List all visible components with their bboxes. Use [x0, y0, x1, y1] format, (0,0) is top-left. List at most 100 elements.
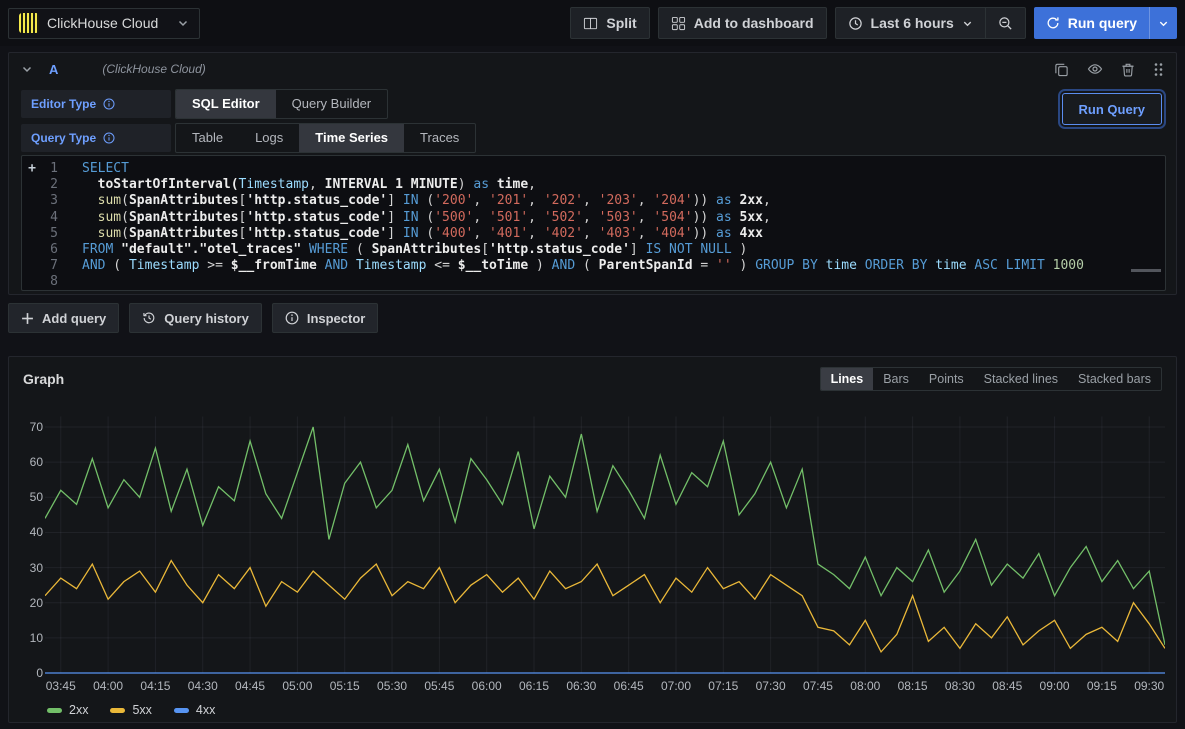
run-query-label: Run query	[1067, 15, 1137, 31]
split-button[interactable]: Split	[570, 7, 650, 39]
x-axis-label: 08:30	[944, 679, 975, 693]
run-query-dropdown[interactable]	[1149, 7, 1177, 39]
line-number: 5	[50, 225, 58, 241]
query-type-option-timeseries[interactable]: Time Series	[299, 124, 405, 152]
time-series-chart[interactable]: 0 10 20 30 40 50 60 70 03:45 04:00 04:15 04:30 04:45…	[17, 397, 1168, 717]
duplicate-query-icon[interactable]	[1054, 62, 1069, 77]
info-circle-icon[interactable]	[103, 132, 115, 144]
graph-mode-stacked-bars[interactable]: Stacked bars	[1078, 372, 1151, 386]
graph-mode-bars[interactable]: Bars	[883, 372, 909, 386]
x-axis-label: 03:45	[45, 679, 76, 693]
x-axis-label: 07:15	[708, 679, 739, 693]
x-axis-label: 07:00	[660, 679, 691, 693]
editor-type-option-sql[interactable]: SQL Editor	[176, 90, 276, 118]
datasource-picker[interactable]: ClickHouse Cloud	[8, 7, 200, 39]
legend: 2xx 5xx 4xx	[47, 703, 215, 717]
y-axis-label: 70	[29, 420, 43, 435]
x-axis-label: 09:15	[1086, 679, 1117, 693]
line-number: 4	[50, 209, 58, 225]
graph-mode-stacked-lines[interactable]: Stacked lines	[983, 372, 1059, 386]
editor-type-option-builder[interactable]: Query Builder	[291, 96, 372, 111]
graph-panel-title: Graph	[23, 371, 65, 387]
y-axis-label: 30	[29, 560, 43, 575]
sql-code-line: 4 sum(SpanAttributes['http.status_code']…	[22, 210, 1165, 226]
run-query-inline-button[interactable]: Run Query	[1061, 93, 1162, 125]
add-query-button[interactable]: Add query	[8, 303, 120, 333]
zoom-out-button[interactable]	[984, 8, 1025, 38]
line-number: 3	[50, 193, 58, 209]
legend-swatch	[47, 707, 62, 713]
graph-mode-lines[interactable]: Lines	[820, 368, 874, 390]
explore-toolbar: ClickHouse Cloud Split Add to dashboard …	[0, 0, 1185, 46]
query-history-button[interactable]: Query history	[129, 303, 262, 333]
gutter	[22, 242, 42, 258]
legend-label: 2xx	[69, 703, 89, 717]
time-picker-group: Last 6 hours	[834, 7, 1026, 39]
line-number: 6	[50, 241, 58, 257]
graph-style-switcher: Lines Bars Points Stacked lines Stacked …	[819, 367, 1162, 391]
x-axis-label: 05:15	[329, 679, 360, 693]
y-axis-label: 10	[29, 630, 43, 645]
add-to-dashboard-label: Add to dashboard	[693, 15, 814, 31]
sql-code-line: 7 AND ( Timestamp >= $__fromTime AND Time…	[22, 258, 1165, 274]
x-axis-label: 04:00	[93, 679, 124, 693]
graph-panel: Graph Lines Bars Points Stacked lines St…	[8, 356, 1177, 723]
query-type-option-logs[interactable]: Logs	[255, 130, 284, 145]
editor-type-switcher: SQL Editor Query Builder	[175, 89, 389, 119]
gutter	[22, 177, 42, 193]
series-line-2xx	[45, 426, 1165, 646]
add-to-dashboard-button[interactable]: Add to dashboard	[657, 7, 827, 39]
editor-type-label: Editor Type	[21, 90, 171, 118]
query-type-label: Query Type	[21, 124, 171, 152]
graph-mode-points[interactable]: Points	[928, 372, 964, 386]
x-axis-label: 06:45	[613, 679, 644, 693]
series-line-5xx	[45, 559, 1165, 654]
x-axis-label: 06:00	[471, 679, 502, 693]
sql-code-editor[interactable]: +1 SELECT 2 toStartOfInterval(Timestamp, I…	[21, 155, 1166, 291]
line-number: 1	[50, 161, 58, 176]
y-axis-label: 40	[29, 525, 43, 540]
x-axis-label: 07:30	[755, 679, 786, 693]
x-axis-label: 08:00	[850, 679, 881, 693]
split-label: Split	[606, 15, 637, 31]
sql-code-line: 2 toStartOfInterval(Timestamp, INTERVAL …	[22, 177, 1165, 193]
gutter	[22, 258, 42, 274]
split-icon	[583, 16, 598, 31]
y-axis-label: 50	[29, 490, 43, 505]
info-circle-icon	[285, 311, 299, 325]
gutter	[22, 210, 42, 226]
collapse-chevron-icon[interactable]	[21, 63, 33, 75]
delete-query-trash-icon[interactable]	[1121, 62, 1135, 77]
info-circle-icon[interactable]	[103, 98, 115, 110]
chevron-down-icon	[177, 17, 189, 29]
inspector-button[interactable]: Inspector	[271, 303, 379, 333]
query-datasource-hint: (ClickHouse Cloud)	[102, 62, 206, 76]
x-axis-label: 05:30	[377, 679, 408, 693]
time-range-button[interactable]: Last 6 hours	[836, 8, 985, 38]
legend-item-2xx[interactable]: 2xx	[47, 703, 88, 717]
legend-item-4xx[interactable]: 4xx	[173, 703, 215, 717]
hide-query-eye-icon[interactable]	[1087, 61, 1103, 77]
zoom-out-icon	[998, 16, 1013, 31]
legend-item-5xx[interactable]: 5xx	[110, 703, 152, 717]
query-type-option-table[interactable]: Table	[192, 130, 224, 145]
query-actions-row: Add query Query history Inspector	[8, 303, 379, 333]
clickhouse-logo-icon	[19, 13, 39, 33]
query-ref-id[interactable]: A	[49, 61, 59, 77]
x-axis-label: 08:45	[992, 679, 1023, 693]
x-axis-label: 09:30	[1134, 679, 1165, 693]
drag-handle-icon[interactable]	[1153, 62, 1164, 77]
add-line-icon: +	[28, 161, 36, 176]
y-axis-label: 0	[36, 666, 43, 680]
x-axis-label: 07:45	[802, 679, 833, 693]
x-axis-label: 05:45	[424, 679, 455, 693]
x-axis-label: 08:15	[897, 679, 928, 693]
plot-area[interactable]	[45, 397, 1165, 685]
query-type-option-traces[interactable]: Traces	[420, 130, 460, 145]
run-query-button[interactable]: Run query	[1034, 7, 1149, 39]
run-query-split-button: Run query	[1033, 7, 1177, 39]
plus-icon	[21, 312, 34, 325]
legend-swatch	[173, 707, 189, 713]
editor-scrollbar[interactable]	[1131, 269, 1161, 272]
clock-icon	[848, 16, 863, 31]
